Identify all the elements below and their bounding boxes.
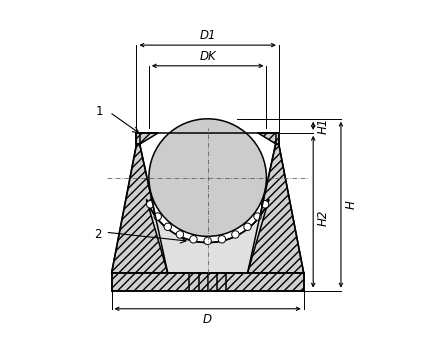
Circle shape bbox=[254, 213, 261, 220]
Text: DK: DK bbox=[199, 49, 216, 62]
Circle shape bbox=[204, 237, 211, 245]
Text: 2: 2 bbox=[94, 228, 101, 241]
Circle shape bbox=[218, 236, 225, 243]
Polygon shape bbox=[112, 273, 304, 291]
Text: D: D bbox=[203, 313, 212, 326]
Text: D1: D1 bbox=[199, 29, 216, 42]
Circle shape bbox=[232, 231, 239, 238]
Polygon shape bbox=[258, 133, 279, 145]
Circle shape bbox=[244, 223, 251, 231]
Circle shape bbox=[190, 236, 197, 243]
Text: 1: 1 bbox=[96, 105, 103, 118]
Circle shape bbox=[146, 201, 154, 208]
Polygon shape bbox=[146, 200, 269, 273]
Circle shape bbox=[154, 213, 161, 220]
Circle shape bbox=[261, 201, 269, 208]
Circle shape bbox=[149, 119, 266, 236]
Polygon shape bbox=[112, 145, 168, 273]
Text: H: H bbox=[344, 200, 357, 209]
Text: H2: H2 bbox=[317, 210, 330, 226]
Circle shape bbox=[176, 231, 184, 238]
Circle shape bbox=[164, 223, 171, 231]
Text: H1: H1 bbox=[317, 118, 330, 134]
Polygon shape bbox=[248, 145, 304, 273]
Polygon shape bbox=[136, 133, 158, 145]
